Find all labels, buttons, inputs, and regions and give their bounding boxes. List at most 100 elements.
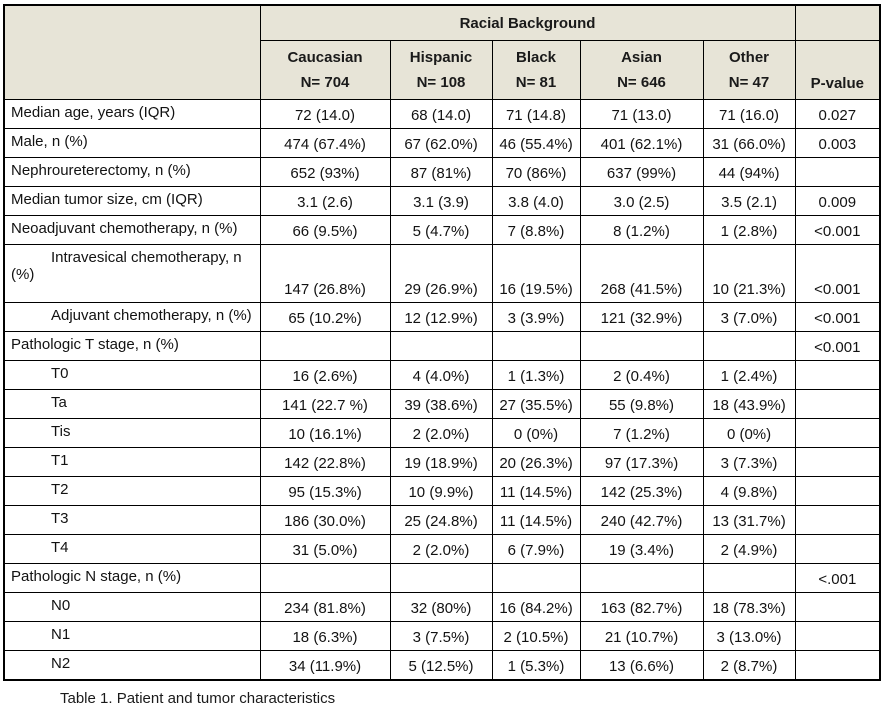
row-label: Pathologic N stage, n (%) [3, 563, 261, 593]
pvalue-cell: 0.027 [794, 99, 881, 129]
value-cell: 13 (31.7%) [702, 505, 796, 535]
value-cell: 5 (12.5%) [389, 650, 493, 680]
table-row: T2 95 (15.3%) 10 (9.9%) 11 (14.5%) 142 (25.3… [3, 476, 881, 506]
value-cell: 3.1 (2.6) [259, 186, 391, 216]
value-cell: 66 (9.5%) [259, 215, 391, 245]
value-cell: 1 (2.4%) [702, 360, 796, 390]
column-header-pvalue: P-value [794, 40, 881, 100]
value-cell: 31 (5.0%) [259, 534, 391, 564]
row-label: T4 [3, 534, 261, 564]
row-label: Intravesical chemotherapy, n (%) [3, 244, 261, 303]
table-row: Median tumor size, cm (IQR) 3.1 (2.6) 3.1 … [3, 186, 881, 216]
table-row: Intravesical chemotherapy, n (%) 147 (26.… [3, 244, 881, 303]
value-cell: 234 (81.8%) [259, 592, 391, 622]
table-row: T4 31 (5.0%) 2 (2.0%) 6 (7.9%) 19 (3.4%) 2 (4… [3, 534, 881, 564]
row-label: Neoadjuvant chemotherapy, n (%) [3, 215, 261, 245]
value-cell: 16 (84.2%) [491, 592, 581, 622]
row-label: Male, n (%) [3, 128, 261, 158]
pvalue-cell [794, 650, 881, 680]
value-cell: 11 (14.5%) [491, 476, 581, 506]
value-cell: 3 (7.0%) [702, 302, 796, 332]
row-label: N0 [3, 592, 261, 622]
row-label: Pathologic T stage, n (%) [3, 331, 261, 361]
row-label: Median tumor size, cm (IQR) [3, 186, 261, 216]
pvalue-cell [794, 389, 881, 419]
row-label: T0 [3, 360, 261, 390]
pvalue-cell: 0.009 [794, 186, 881, 216]
value-cell: 3.1 (3.9) [389, 186, 493, 216]
value-cell: 7 (1.2%) [579, 418, 704, 448]
column-label: Hispanic [409, 49, 473, 66]
value-cell: 95 (15.3%) [259, 476, 391, 506]
row-label: Adjuvant chemotherapy, n (%) [3, 302, 261, 332]
value-cell: 3.5 (2.1) [702, 186, 796, 216]
value-cell: 31 (66.0%) [702, 128, 796, 158]
value-cell: 5 (4.7%) [389, 215, 493, 245]
value-cell: 55 (9.8%) [579, 389, 704, 419]
value-cell: 12 (12.9%) [389, 302, 493, 332]
value-cell: 29 (26.9%) [389, 244, 493, 303]
value-cell: 268 (41.5%) [579, 244, 704, 303]
value-cell: 2 (10.5%) [491, 621, 581, 651]
pvalue-cell [794, 592, 881, 622]
column-header-asian: Asian N= 646 [579, 40, 704, 100]
value-cell: 68 (14.0) [389, 99, 493, 129]
table-row: Nephroureterectomy, n (%) 652 (93%) 87 (81… [3, 157, 881, 187]
value-cell: 32 (80%) [389, 592, 493, 622]
value-cell [579, 331, 704, 361]
value-cell: 18 (6.3%) [259, 621, 391, 651]
column-n-count: N= 646 [617, 74, 666, 91]
pvalue-cell [794, 157, 881, 187]
value-cell: 6 (7.9%) [491, 534, 581, 564]
value-cell: 19 (18.9%) [389, 447, 493, 477]
value-cell [491, 331, 581, 361]
column-label: Other [729, 49, 770, 66]
value-cell: 2 (0.4%) [579, 360, 704, 390]
column-n-count: N= 704 [300, 74, 350, 91]
row-label: T3 [3, 505, 261, 535]
value-cell: 21 (10.7%) [579, 621, 704, 651]
table-row: Adjuvant chemotherapy, n (%) 65 (10.2%) 12… [3, 302, 881, 332]
group-header-row: Racial Background [3, 4, 881, 100]
value-cell: 141 (22.7 %) [259, 389, 391, 419]
column-label: Asian [621, 49, 662, 66]
table-row: T1 142 (22.8%) 19 (18.9%) 20 (26.3%) 97 (17.… [3, 447, 881, 477]
value-cell: 2 (8.7%) [702, 650, 796, 680]
value-cell: 71 (16.0) [702, 99, 796, 129]
value-cell: 16 (19.5%) [491, 244, 581, 303]
table-row: T3 186 (30.0%) 25 (24.8%) 11 (14.5%) 240 (42… [3, 505, 881, 535]
row-label: N1 [3, 621, 261, 651]
table-row: N2 34 (11.9%) 5 (12.5%) 1 (5.3%) 13 (6.6%) 2 … [3, 650, 881, 680]
value-cell [579, 563, 704, 593]
value-cell: 2 (4.9%) [702, 534, 796, 564]
value-cell: 3.0 (2.5) [579, 186, 704, 216]
value-cell: 18 (43.9%) [702, 389, 796, 419]
pvalue-cell [794, 534, 881, 564]
value-cell: 401 (62.1%) [579, 128, 704, 158]
value-cell: 65 (10.2%) [259, 302, 391, 332]
table-row: N1 18 (6.3%) 3 (7.5%) 2 (10.5%) 21 (10.7%) 3 … [3, 621, 881, 651]
pvalue-spacer-cell [794, 4, 881, 41]
row-label: Ta [3, 389, 261, 419]
value-cell [259, 331, 391, 361]
value-cell [702, 563, 796, 593]
value-cell: 7 (8.8%) [491, 215, 581, 245]
value-cell: 1 (1.3%) [491, 360, 581, 390]
value-cell: 10 (16.1%) [259, 418, 391, 448]
value-cell: 474 (67.4%) [259, 128, 391, 158]
value-cell: 34 (11.9%) [259, 650, 391, 680]
column-header-hispanic: Hispanic N= 108 [389, 40, 493, 100]
pvalue-cell: <0.001 [794, 215, 881, 245]
column-n-count: N= 108 [416, 74, 466, 91]
value-cell: 3.8 (4.0) [491, 186, 581, 216]
value-cell [491, 563, 581, 593]
pvalue-cell: <.001 [794, 563, 881, 593]
pvalue-cell [794, 476, 881, 506]
pvalue-cell [794, 360, 881, 390]
value-cell: 0 (0%) [491, 418, 581, 448]
row-label: Median age, years (IQR) [3, 99, 261, 129]
value-cell: 1 (2.8%) [702, 215, 796, 245]
row-label: T1 [3, 447, 261, 477]
value-cell: 2 (2.0%) [389, 418, 493, 448]
